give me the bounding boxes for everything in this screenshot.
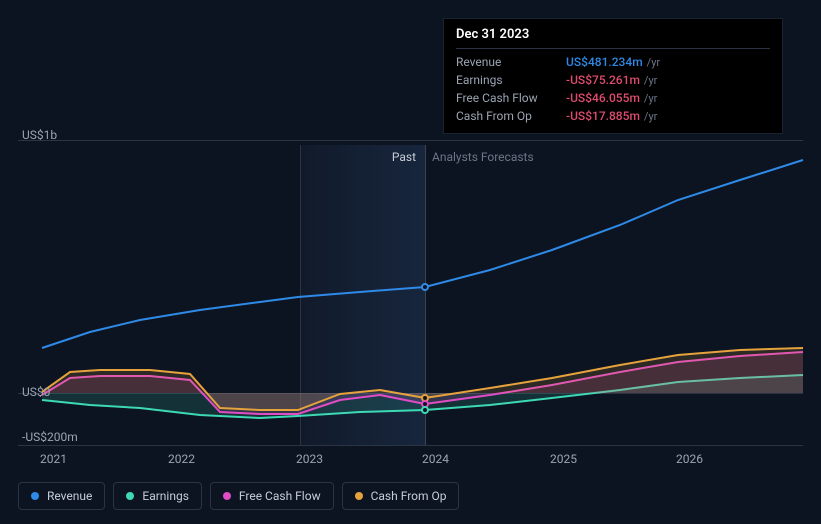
- tooltip-metric-suffix: /yr: [644, 92, 657, 105]
- tooltip-metric-label: Earnings: [456, 73, 566, 87]
- tooltip-date: Dec 31 2023: [456, 27, 770, 49]
- legend-item-cash-from-op[interactable]: Cash From Op: [342, 482, 460, 510]
- y-axis-label: US$0: [22, 385, 50, 399]
- y-axis-label: -US$200m: [22, 430, 78, 444]
- tooltip-metric-suffix: /yr: [647, 56, 660, 69]
- legend-label: Revenue: [47, 489, 92, 503]
- legend-dot: [31, 492, 39, 500]
- legend-label: Earnings: [142, 489, 189, 503]
- tooltip-metric-value: -US$46.055m: [566, 91, 640, 105]
- x-axis-label: 2026: [676, 452, 703, 466]
- legend-dot: [355, 492, 363, 500]
- x-axis-label: 2024: [422, 452, 449, 466]
- tooltip-metric-label: Free Cash Flow: [456, 91, 566, 105]
- tooltip-row: Free Cash Flow-US$46.055m/yr: [456, 89, 770, 107]
- series-revenue: [42, 160, 803, 348]
- legend-label: Cash From Op: [371, 489, 447, 503]
- hover-tooltip: Dec 31 2023 RevenueUS$481.234m/yrEarning…: [443, 18, 783, 134]
- tooltip-metric-value: -US$17.885m: [566, 109, 640, 123]
- legend-label: Free Cash Flow: [239, 489, 321, 503]
- marker-revenue: [421, 283, 429, 291]
- tooltip-metric-label: Revenue: [456, 55, 566, 69]
- legend-dot: [126, 492, 134, 500]
- tooltip-row: Cash From Op-US$17.885m/yr: [456, 107, 770, 125]
- legend-item-earnings[interactable]: Earnings: [113, 482, 202, 510]
- tooltip-row: RevenueUS$481.234m/yr: [456, 53, 770, 71]
- tooltip-metric-suffix: /yr: [644, 74, 657, 87]
- legend: Revenue Earnings Free Cash Flow Cash From O…: [18, 482, 459, 510]
- tooltip-row: Earnings-US$75.261m/yr: [456, 71, 770, 89]
- tooltip-metric-suffix: /yr: [644, 110, 657, 123]
- tooltip-metric-value: US$481.234m: [566, 55, 643, 69]
- x-axis-label: 2023: [296, 452, 323, 466]
- legend-item-free-cash-flow[interactable]: Free Cash Flow: [210, 482, 334, 510]
- x-axis-label: 2021: [40, 452, 67, 466]
- legend-dot: [223, 492, 231, 500]
- marker-earnings: [421, 406, 429, 414]
- y-axis-label: US$1b: [22, 128, 57, 142]
- legend-item-revenue[interactable]: Revenue: [18, 482, 105, 510]
- x-axis-label: 2022: [168, 452, 195, 466]
- tooltip-metric-label: Cash From Op: [456, 109, 566, 123]
- tooltip-metric-value: -US$75.261m: [566, 73, 640, 87]
- x-axis-label: 2025: [550, 452, 577, 466]
